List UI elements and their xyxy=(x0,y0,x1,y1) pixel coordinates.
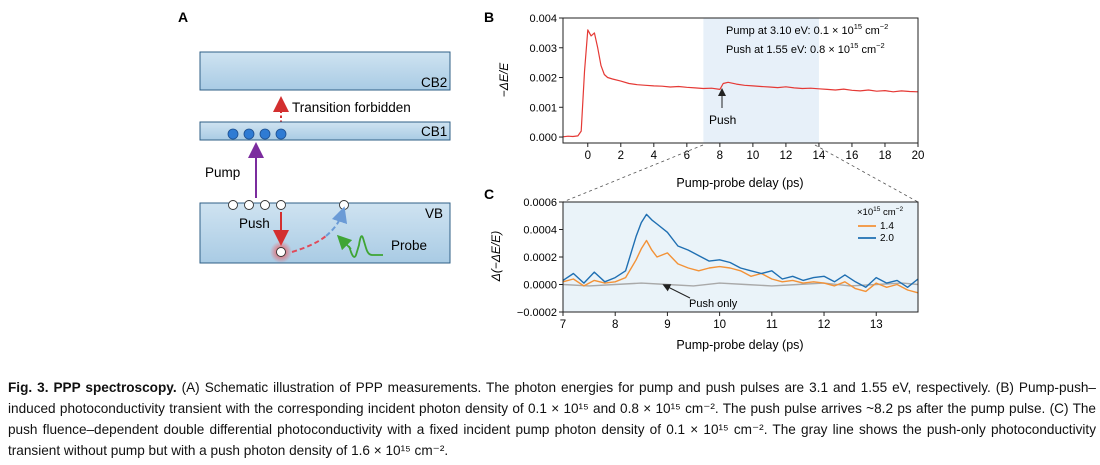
y-tick-label: 0.0006 xyxy=(523,197,557,209)
series-line-1-4 xyxy=(562,239,919,294)
panel-c: C 7 8 9 10 11 12 13 −0.0002 0.0000 0.0002 0.0004 0.… xyxy=(484,186,919,352)
y-tick-label: 0.001 xyxy=(529,102,557,114)
panel-b-axes: 0 2 4 6 8 10 12 14 16 18 20 0.000 0.001 0.002 0.003 0.0… xyxy=(529,13,924,162)
x-tick-label: 2 xyxy=(618,150,624,162)
hole xyxy=(339,200,349,210)
vb-holes xyxy=(228,200,349,210)
hole xyxy=(260,200,270,210)
panel-c-letter: C xyxy=(484,186,494,202)
y-tick-label: 0.002 xyxy=(529,73,557,85)
x-tick-label: 10 xyxy=(746,150,759,162)
y-tick-label: 0.0002 xyxy=(523,252,557,264)
panel-c-marks xyxy=(562,213,919,294)
x-tick-label: 4 xyxy=(651,150,658,162)
cb2-band xyxy=(199,51,451,91)
pump-label: Pump xyxy=(205,165,240,180)
x-tick-label: 16 xyxy=(846,150,859,162)
panel-c-xlabel: Pump-probe delay (ps) xyxy=(676,338,803,352)
zoom-guide-right xyxy=(814,144,919,203)
caption-text: (A) Schematic illustration of PPP measur… xyxy=(8,380,1096,458)
panel-b-frame xyxy=(562,17,919,144)
figure: A CB2 Transition forbidden CB1 Pump VB xyxy=(178,9,924,352)
legend-title: ×1015 cm−2 xyxy=(857,206,903,218)
panel-c-ylabel: Δ(−ΔE/E) xyxy=(489,231,503,282)
cb2-label: CB2 xyxy=(421,75,447,90)
electron xyxy=(275,128,287,140)
x-tick-label: 14 xyxy=(813,150,826,162)
series-line xyxy=(562,29,919,138)
y-tick-label: 0.0000 xyxy=(523,280,557,292)
cb1-label: CB1 xyxy=(421,124,447,139)
push-label: Push xyxy=(239,216,270,231)
panel-b-xlabel: Pump-probe delay (ps) xyxy=(676,176,803,190)
hole-trajectory-blue xyxy=(325,206,348,237)
x-tick-label: 20 xyxy=(912,150,925,162)
panel-c-background xyxy=(563,202,918,312)
hole xyxy=(276,200,286,210)
cb1-electrons xyxy=(227,128,287,140)
push-only-arrow xyxy=(662,284,691,299)
panel-a: A CB2 Transition forbidden CB1 Pump VB xyxy=(178,9,451,264)
deep-hole xyxy=(276,247,286,257)
push-arrow-label: Push xyxy=(709,113,736,127)
y-tick-label: 0.000 xyxy=(529,132,557,144)
electron xyxy=(243,128,255,140)
probe-wave-head xyxy=(336,234,353,251)
panel-b-marks xyxy=(562,29,919,138)
x-tick-label: 10 xyxy=(713,319,726,331)
x-tick-label: 0 xyxy=(585,150,591,162)
hole-trajectory-red xyxy=(291,235,327,253)
electron xyxy=(227,128,239,140)
panel-a-letter: A xyxy=(178,9,188,25)
x-tick-label: 11 xyxy=(766,319,778,331)
electron xyxy=(259,128,271,140)
x-tick-label: 12 xyxy=(780,150,793,162)
y-tick-label: −0.0002 xyxy=(517,307,557,319)
transition-label: Transition forbidden xyxy=(292,100,411,115)
legend-label-2-0: 2.0 xyxy=(880,233,894,244)
x-tick-label: 7 xyxy=(560,319,566,331)
probe-wave xyxy=(348,235,383,258)
x-tick-label: 8 xyxy=(717,150,723,162)
hole xyxy=(244,200,254,210)
probe-label: Probe xyxy=(391,238,427,253)
legend-label-1-4: 1.4 xyxy=(880,221,894,232)
x-tick-label: 13 xyxy=(870,319,883,331)
push-only-label: Push only xyxy=(689,298,738,310)
panel-b-ylabel: −ΔE/E xyxy=(497,62,511,97)
push-annotation: Push at 1.55 eV: 0.8 × 1015 cm−2 xyxy=(726,41,885,56)
x-tick-label: 12 xyxy=(818,319,831,331)
vb-band xyxy=(199,202,451,264)
panel-c-legend: ×1015 cm−2 1.4 2.0 xyxy=(857,206,903,244)
vb-label: VB xyxy=(425,206,443,221)
panel-b: B 0 2 4 6 8 10 12 14 16 18 200.0000.0010.0020.0030… xyxy=(484,9,924,190)
hole xyxy=(228,200,238,210)
x-tick-label: 18 xyxy=(879,150,892,162)
x-tick-label: 9 xyxy=(664,319,670,331)
figure-caption: Fig. 3. PPP spectroscopy. (A) Schematic … xyxy=(8,377,1096,461)
caption-prefix: Fig. 3. PPP spectroscopy. xyxy=(8,380,177,395)
cb1-band xyxy=(199,121,451,141)
x-tick-label: 6 xyxy=(684,150,690,162)
panel-c-axes: 7 8 9 10 11 12 13 −0.0002 0.0000 0.0002 0.0004 0.00… xyxy=(517,197,883,331)
panel-b-letter: B xyxy=(484,9,494,25)
zoom-guide-left xyxy=(562,144,704,203)
pump-annotation: Pump at 3.10 eV: 0.1 × 1015 cm−2 xyxy=(726,22,888,37)
push-highlight-region xyxy=(703,18,819,143)
y-tick-label: 0.003 xyxy=(529,43,557,55)
x-tick-label: 8 xyxy=(612,319,618,331)
y-tick-label: 0.0004 xyxy=(523,225,557,237)
series-line-2-0 xyxy=(562,213,919,288)
y-tick-label: 0.004 xyxy=(529,13,557,25)
